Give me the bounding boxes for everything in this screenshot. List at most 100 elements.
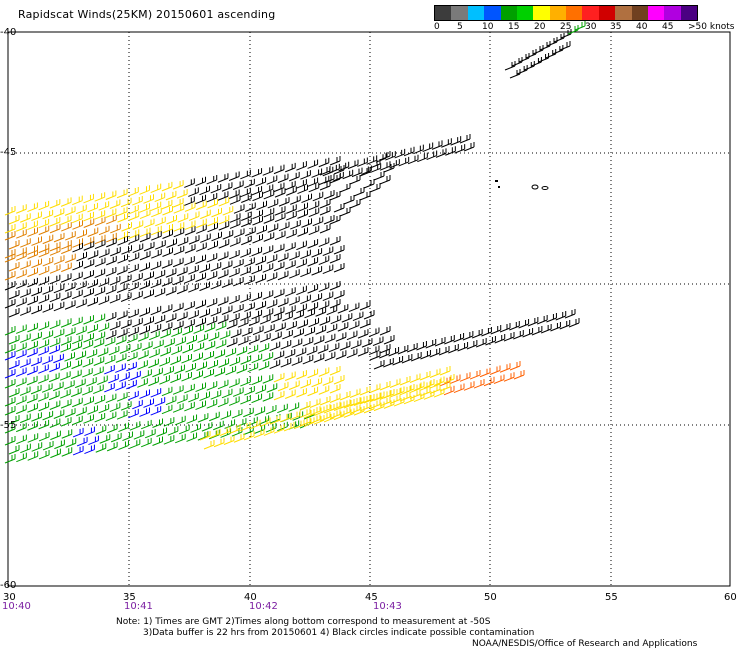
wind-barb: [291, 356, 303, 366]
wind-barb: [459, 134, 471, 144]
wind-barb: [132, 272, 143, 283]
wind-barb: [244, 178, 255, 189]
wind-barb: [273, 288, 285, 299]
wind-barb: [288, 296, 300, 306]
wind-barb: [132, 196, 143, 206]
wind-barb: [219, 426, 231, 436]
wind-barb: [31, 412, 42, 422]
wind-barb: [499, 323, 511, 333]
wind-barb: [148, 358, 159, 369]
wind-barb: [83, 315, 94, 325]
wind-barb: [184, 244, 196, 254]
wind-barb: [258, 361, 270, 371]
wind-barb: [222, 206, 234, 216]
wind-barb: [120, 197, 132, 208]
wind-barb: [115, 381, 126, 391]
wind-barb: [175, 433, 186, 444]
wind-barb: [329, 384, 341, 394]
wind-barb: [60, 417, 72, 427]
wind-barb: [128, 234, 140, 245]
wind-barb: [61, 240, 72, 250]
wind-barb: [4, 351, 16, 361]
wind-barb: [233, 204, 245, 214]
wind-barb: [210, 307, 222, 317]
wind-barb: [139, 185, 150, 195]
wind-barb: [429, 348, 441, 358]
colorbar-swatch: [647, 6, 665, 20]
wind-barb: [417, 152, 428, 163]
wind-barb: [116, 392, 128, 402]
wind-barb: [286, 204, 297, 214]
wind-barb: [204, 322, 216, 333]
wind-barb: [357, 347, 369, 357]
wind-barb: [49, 362, 60, 373]
wind-barb: [317, 344, 329, 354]
wind-barb: [423, 379, 435, 389]
wind-barb: [31, 211, 42, 222]
wind-barb: [241, 327, 253, 337]
wind-barb: [475, 338, 487, 348]
wind-barb: [489, 365, 501, 375]
wind-barb: [262, 184, 274, 194]
wind-barb: [499, 363, 511, 373]
wind-barb: [42, 330, 54, 340]
wind-barb: [196, 218, 207, 229]
wind-barb: [20, 443, 31, 454]
wind-barb: [206, 298, 218, 308]
wind-barb: [106, 441, 118, 452]
wind-barb: [26, 393, 38, 404]
wind-barb: [289, 410, 301, 421]
wind-barb: [143, 316, 154, 326]
wind-barb: [251, 264, 263, 275]
wind-barb: [333, 290, 345, 300]
wind-barb: [75, 350, 87, 361]
wind-barb: [228, 294, 240, 305]
wind-barb: [60, 215, 72, 225]
wind-barb: [312, 191, 324, 202]
wind-barb: [86, 349, 98, 359]
wind-barb: [195, 317, 207, 328]
wind-barb: [425, 339, 437, 349]
wind-barb: [184, 220, 196, 230]
wind-barb: [284, 180, 296, 191]
wind-barb: [253, 428, 265, 439]
wind-barb: [8, 415, 20, 425]
wind-barb: [277, 270, 289, 281]
wind-barb: [16, 222, 27, 232]
wind-barb: [379, 161, 391, 171]
lon-label: 45: [365, 592, 378, 603]
wind-barb: [8, 335, 20, 345]
wind-barb: [232, 303, 244, 314]
wind-barb: [83, 288, 94, 298]
wind-barb: [419, 387, 431, 397]
islands: [495, 180, 549, 190]
wind-barb: [419, 371, 431, 381]
wind-barb: [248, 316, 260, 327]
wind-barb: [16, 279, 27, 289]
wind-barb: [172, 180, 184, 190]
wind-barb: [42, 355, 53, 365]
wind-barb: [171, 345, 182, 356]
wind-barb: [83, 333, 94, 343]
wind-barb: [172, 198, 184, 208]
colorbar-label: 10: [482, 22, 494, 32]
wind-barb: [540, 324, 552, 334]
wind-barb: [297, 184, 308, 195]
wind-barb: [184, 383, 195, 394]
wind-barb: [469, 370, 481, 380]
wind-barb: [49, 241, 61, 252]
wind-barb: [195, 382, 207, 393]
wind-barb: [269, 359, 281, 370]
wind-barb: [300, 170, 311, 180]
wind-barb: [161, 304, 173, 314]
wind-barb: [299, 408, 311, 418]
wind-barb: [179, 424, 190, 435]
wind-barb: [4, 271, 16, 281]
wind-barb: [176, 284, 188, 295]
wind-barb: [353, 406, 365, 416]
wind-barb: [214, 367, 226, 377]
wind-barb: [363, 310, 375, 320]
wind-barb: [83, 218, 95, 228]
wind-barb: [240, 377, 251, 387]
wind-barb: [195, 299, 207, 310]
